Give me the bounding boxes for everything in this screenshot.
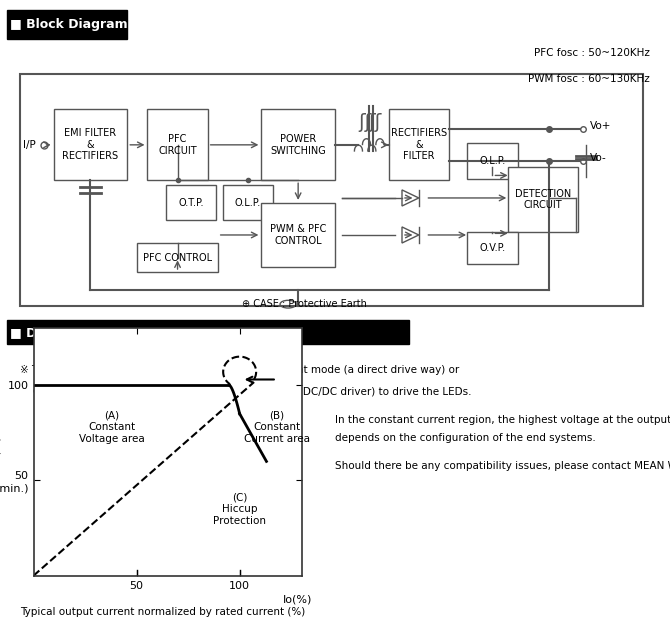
- FancyBboxPatch shape: [54, 110, 127, 180]
- Text: ʃʃ: ʃʃ: [358, 113, 372, 132]
- FancyBboxPatch shape: [166, 185, 216, 220]
- Text: depends on the configuration of the end systems.: depends on the configuration of the end …: [335, 433, 596, 443]
- Text: EMI FILTER
&
RECTIFIERS: EMI FILTER & RECTIFIERS: [62, 128, 119, 162]
- Text: ■ DRIVING METHODS OF LED MODULE: ■ DRIVING METHODS OF LED MODULE: [10, 326, 278, 339]
- Text: (A)
Constant
Voltage area: (A) Constant Voltage area: [79, 410, 145, 444]
- FancyBboxPatch shape: [222, 185, 273, 220]
- FancyBboxPatch shape: [137, 243, 218, 272]
- FancyBboxPatch shape: [147, 110, 208, 180]
- Text: O.L.P.: O.L.P.: [479, 156, 506, 166]
- FancyBboxPatch shape: [389, 110, 449, 180]
- Text: O.V.P.: O.V.P.: [480, 243, 505, 253]
- Text: PFC
CIRCUIT: PFC CIRCUIT: [158, 134, 197, 155]
- Text: O.L.P.: O.L.P.: [234, 198, 261, 208]
- Text: (B)
Constant
Current area: (B) Constant Current area: [244, 410, 310, 444]
- Text: Vo+: Vo+: [590, 121, 611, 131]
- Text: RECTIFIERS
&
FILTER: RECTIFIERS & FILTER: [391, 128, 447, 162]
- FancyBboxPatch shape: [468, 232, 517, 264]
- Text: Io(%): Io(%): [283, 595, 312, 605]
- Text: PFC fosc : 50~120KHz: PFC fosc : 50~120KHz: [534, 48, 650, 58]
- Text: PWM & PFC
CONTROL: PWM & PFC CONTROL: [270, 224, 326, 246]
- Text: ※ This series is able to work in either Constant Current mode (a direct drive wa: ※ This series is able to work in either …: [20, 365, 460, 375]
- Text: POWER
SWITCHING: POWER SWITCHING: [270, 134, 326, 155]
- FancyBboxPatch shape: [468, 143, 517, 179]
- Text: Should there be any compatibility issues, please contact MEAN WELL.: Should there be any compatibility issues…: [335, 461, 670, 471]
- FancyBboxPatch shape: [261, 110, 335, 180]
- Bar: [7, 321, 409, 344]
- Text: PFC CONTROL: PFC CONTROL: [143, 253, 212, 262]
- Text: Constant Voltage mode (usually through additional DC/DC driver) to drive the LED: Constant Voltage mode (usually through a…: [20, 387, 472, 397]
- Text: In the constant current region, the highest voltage at the output of the driver: In the constant current region, the high…: [335, 415, 670, 425]
- Text: ■ Block Diagram: ■ Block Diagram: [10, 17, 128, 31]
- Text: Vo(%): Vo(%): [0, 435, 1, 469]
- Text: ⊕ CASE : Protective Earth: ⊕ CASE : Protective Earth: [243, 299, 367, 309]
- Text: Typical output current normalized by rated current (%): Typical output current normalized by rat…: [20, 607, 306, 617]
- Text: I/P: I/P: [23, 140, 36, 150]
- FancyBboxPatch shape: [508, 167, 578, 232]
- Bar: [7, 10, 127, 38]
- Text: PWM fosc : 60~130KHz: PWM fosc : 60~130KHz: [528, 74, 650, 84]
- Text: Vo-: Vo-: [590, 153, 606, 163]
- Text: (C)
Hiccup
Protection: (C) Hiccup Protection: [213, 492, 266, 526]
- FancyBboxPatch shape: [261, 203, 335, 267]
- Text: O.T.P.: O.T.P.: [178, 198, 204, 208]
- Text: DETECTION
CIRCUIT: DETECTION CIRCUIT: [515, 189, 571, 210]
- Text: ʃʃ: ʃʃ: [369, 113, 382, 132]
